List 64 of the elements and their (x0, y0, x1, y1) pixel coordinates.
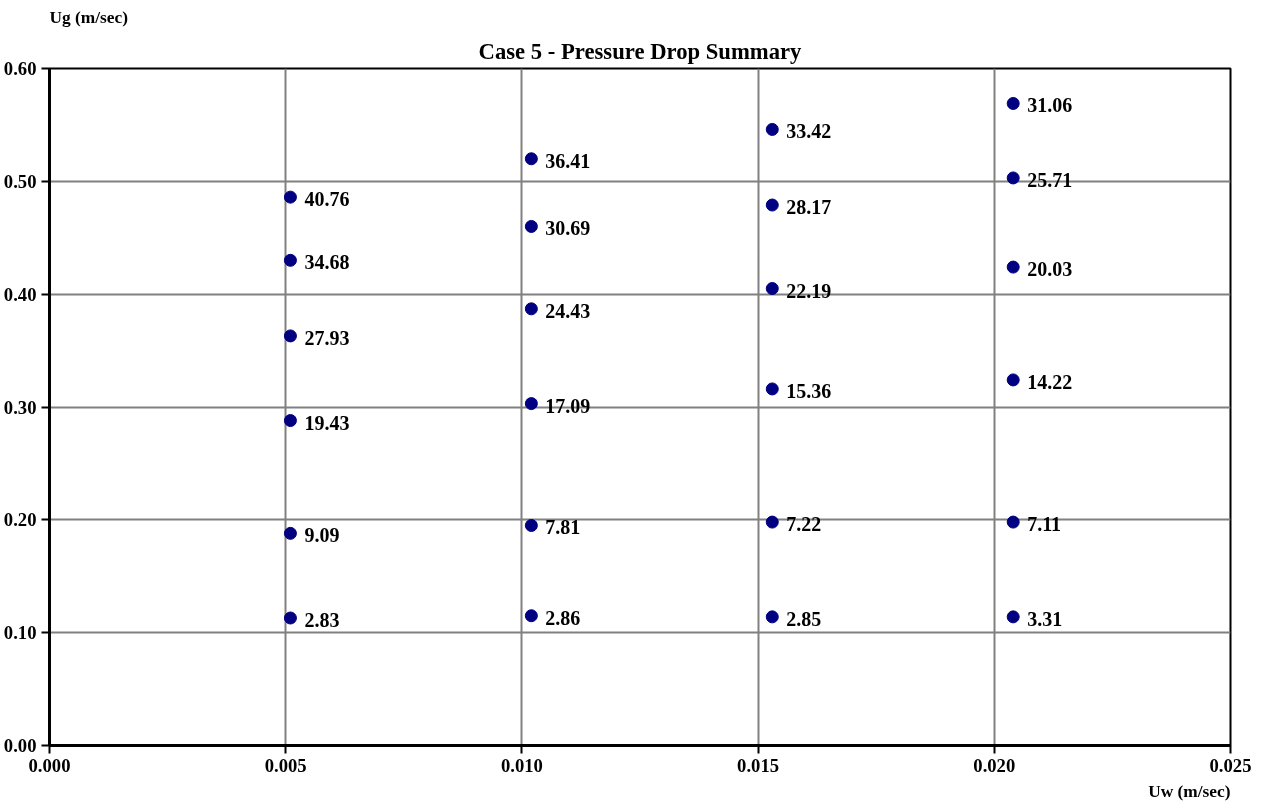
point (1006, 610, 1020, 624)
point (524, 219, 538, 233)
x-tick-label: 0.025 (1209, 754, 1252, 776)
annotation: 2.86 (545, 606, 581, 629)
point (524, 609, 538, 623)
y-axis-title: Ug (m/sec) (49, 7, 129, 27)
x-axis-title: Uw (m/sec) (1148, 781, 1231, 801)
point (283, 611, 297, 625)
y-tick-label: 0.30 (3, 396, 37, 418)
point (524, 302, 538, 316)
annotation: 36.41 (545, 149, 591, 172)
y-tick-label: 0.10 (3, 622, 37, 644)
annotation: 34.68 (304, 251, 350, 274)
point (1006, 515, 1020, 529)
x-tick-label: 0.000 (28, 754, 71, 776)
point (524, 397, 538, 411)
annotation: 15.36 (786, 379, 832, 402)
point (283, 329, 297, 343)
y-tick-label: 0.20 (3, 509, 37, 531)
annotation: 17.09 (545, 394, 591, 417)
annotation: 27.93 (304, 326, 350, 349)
point (1006, 260, 1020, 274)
y-tick-label: 0.50 (3, 170, 37, 192)
x-tick-label: 0.015 (737, 754, 780, 776)
annotation: 31.06 (1027, 94, 1073, 117)
chart-title: Case 5 - Pressure Drop Summary (478, 38, 803, 64)
annotation: 3.31 (1027, 607, 1063, 630)
point (1006, 171, 1020, 185)
point (765, 382, 779, 396)
annotation: 30.69 (545, 217, 591, 240)
point (765, 122, 779, 136)
annotation: 2.85 (786, 607, 822, 630)
annotation: 7.11 (1027, 513, 1062, 536)
annotation: 2.83 (304, 609, 340, 631)
point (283, 526, 297, 540)
annotation: 22.19 (786, 279, 832, 302)
point (524, 518, 538, 532)
annotation: 25.71 (1027, 168, 1073, 191)
annotation: 9.09 (304, 524, 340, 547)
point (765, 515, 779, 529)
point (1006, 373, 1020, 387)
point (283, 253, 297, 267)
y-tick-label: 0.00 (3, 735, 37, 756)
annotation: 28.17 (786, 196, 832, 219)
point (283, 190, 297, 204)
point (765, 198, 779, 212)
annotation: 7.22 (786, 513, 822, 536)
y-tick-label: 0.60 (3, 58, 37, 79)
annotation: 14.22 (1027, 370, 1073, 393)
annotation: 40.76 (304, 188, 350, 211)
point (524, 152, 538, 166)
y-tick-label: 0.40 (3, 283, 37, 305)
point (765, 610, 779, 624)
annotation: 33.42 (786, 120, 832, 143)
annotation: 19.43 (304, 411, 350, 434)
annotation: 20.03 (1027, 258, 1073, 281)
point (765, 282, 779, 296)
x-tick-label: 0.020 (973, 754, 1016, 776)
annotation: 24.43 (545, 299, 591, 322)
x-tick-label: 0.005 (264, 754, 307, 776)
x-tick-label: 0.010 (500, 754, 543, 776)
point (1006, 96, 1020, 110)
point (283, 414, 297, 428)
annotation: 7.81 (545, 516, 581, 539)
